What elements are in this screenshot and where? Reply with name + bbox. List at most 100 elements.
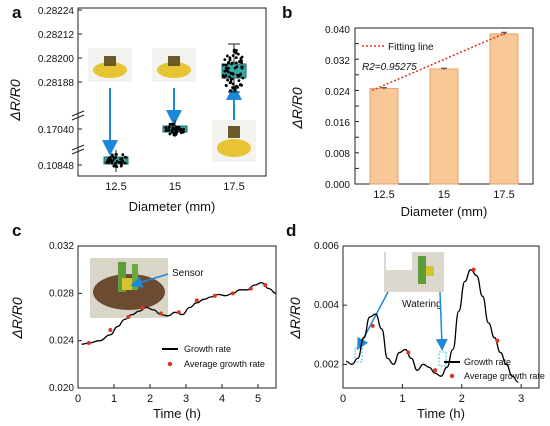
average-point — [212, 293, 217, 298]
box-point — [113, 164, 117, 168]
box-point — [229, 80, 233, 84]
box-point — [234, 51, 238, 55]
growth-rate-line-c — [81, 282, 277, 345]
box-point — [110, 161, 114, 165]
box-point — [240, 61, 243, 65]
box-point — [170, 128, 174, 132]
y-tick-label-a-2: 0.17040 — [38, 125, 75, 136]
y-tick-label-b-6: 0.024 — [325, 87, 350, 98]
fitting-line — [371, 31, 509, 92]
average-point — [248, 286, 253, 291]
watering-photo — [384, 252, 444, 292]
average-point — [433, 368, 438, 373]
box-point — [236, 85, 239, 89]
y-tick-label-b-0: 0.000 — [325, 180, 350, 191]
x-tick-label-c: 3 — [183, 393, 189, 405]
average-point — [406, 350, 411, 355]
plant-sensor-photo — [90, 258, 168, 318]
box-point — [231, 86, 235, 90]
panel-c: c ΔR/R0 0.020 0.024 0.028 0.032 0 1 2 3 4 5 Time… — [9, 221, 277, 421]
box-point — [230, 77, 234, 81]
box-point — [107, 160, 111, 163]
box-point — [224, 74, 228, 77]
y-axis-title-c: ΔR/R0 — [9, 297, 25, 340]
x-tick-label-b-1: 12.5 — [373, 189, 394, 201]
x-tick-label-c: 0 — [75, 393, 81, 405]
box-point — [120, 163, 123, 167]
y-tick-label-a-4: 0.28200 — [38, 54, 75, 65]
bar — [369, 87, 399, 185]
box-point — [168, 132, 172, 136]
box-point — [123, 155, 127, 159]
panel-label-a: a — [12, 3, 22, 22]
legend-label-average-c: Average growth rate — [184, 359, 265, 369]
box-point — [114, 152, 118, 156]
axis-break-marks-a — [71, 110, 85, 155]
box-point — [175, 128, 179, 132]
box-point — [238, 83, 242, 87]
y-tick-label-d: 0.002 — [314, 359, 339, 370]
box-point — [225, 84, 228, 88]
box-point — [114, 161, 117, 165]
box-point — [172, 131, 176, 134]
average-point — [370, 323, 375, 328]
box-point — [240, 65, 244, 69]
box-point — [105, 161, 109, 164]
r-squared-annotation: R2=0.95275 — [362, 62, 417, 73]
panel-label-b: b — [282, 3, 292, 22]
box-point — [223, 58, 227, 62]
box-point — [175, 130, 179, 134]
legend-swatch-average-c — [167, 361, 173, 367]
box-point — [120, 157, 124, 161]
average-points-c — [86, 283, 268, 346]
y-tick-label-c: 0.020 — [49, 383, 74, 394]
panel-label-d: d — [286, 221, 296, 240]
y-tick-label-b-8: 0.032 — [325, 56, 350, 67]
box-point — [230, 61, 234, 65]
plot-frame-d — [342, 245, 540, 389]
sensor-photo-1 — [88, 48, 132, 82]
box-point — [174, 133, 178, 136]
x-tick-label-a-2: 15 — [169, 181, 181, 193]
y-tick-label-a-1: 0.10848 — [38, 161, 75, 172]
watering-marker-2 — [438, 351, 447, 367]
legend-label-growth-d: Growth rate — [464, 357, 511, 367]
box-point — [118, 161, 121, 164]
y-tick-label-d: 0.006 — [314, 241, 339, 252]
box-point — [171, 122, 175, 126]
box-point — [121, 153, 125, 157]
box-point — [110, 153, 114, 157]
box-point — [171, 126, 175, 130]
sensor-photo-2 — [152, 48, 196, 82]
watering-marker-1 — [354, 347, 363, 363]
box-point — [177, 125, 181, 129]
box-scatter-points — [105, 48, 245, 168]
average-point — [176, 310, 181, 315]
box-point — [225, 54, 229, 58]
x-tick-label-c: 1 — [111, 393, 117, 405]
average-point — [158, 311, 163, 316]
panel-b: b ΔR/R0 0.000 0.008 0.016 0.024 0.032 0.… — [282, 3, 534, 219]
box-point — [237, 79, 241, 83]
y-tick-label-b-2: 0.008 — [325, 149, 350, 160]
box-point — [165, 129, 169, 132]
box-point — [229, 89, 232, 93]
y-tick-label-a-5: 0.28212 — [38, 30, 75, 41]
average-point — [108, 328, 113, 333]
plot-frame-a — [77, 7, 267, 177]
sensor-label: Sensor — [172, 268, 204, 279]
average-point — [263, 283, 268, 288]
box-point — [235, 49, 238, 52]
x-tick-label-a-3: 17.5 — [223, 181, 244, 193]
y-tick-label-c: 0.032 — [49, 241, 74, 252]
y-tick-label-b-10: 0.040 — [325, 25, 350, 36]
average-points-d — [370, 267, 500, 373]
legend-label-growth-c: Growth rate — [184, 344, 231, 354]
x-tick-label-c: 4 — [219, 393, 225, 405]
y-axis-title-b: ΔR/R0 — [289, 87, 305, 130]
box-point — [109, 155, 112, 159]
legend-swatch-average-d — [449, 373, 455, 379]
sensor-photo-3 — [212, 120, 256, 162]
legend-label-fit: Fitting line — [388, 42, 434, 53]
